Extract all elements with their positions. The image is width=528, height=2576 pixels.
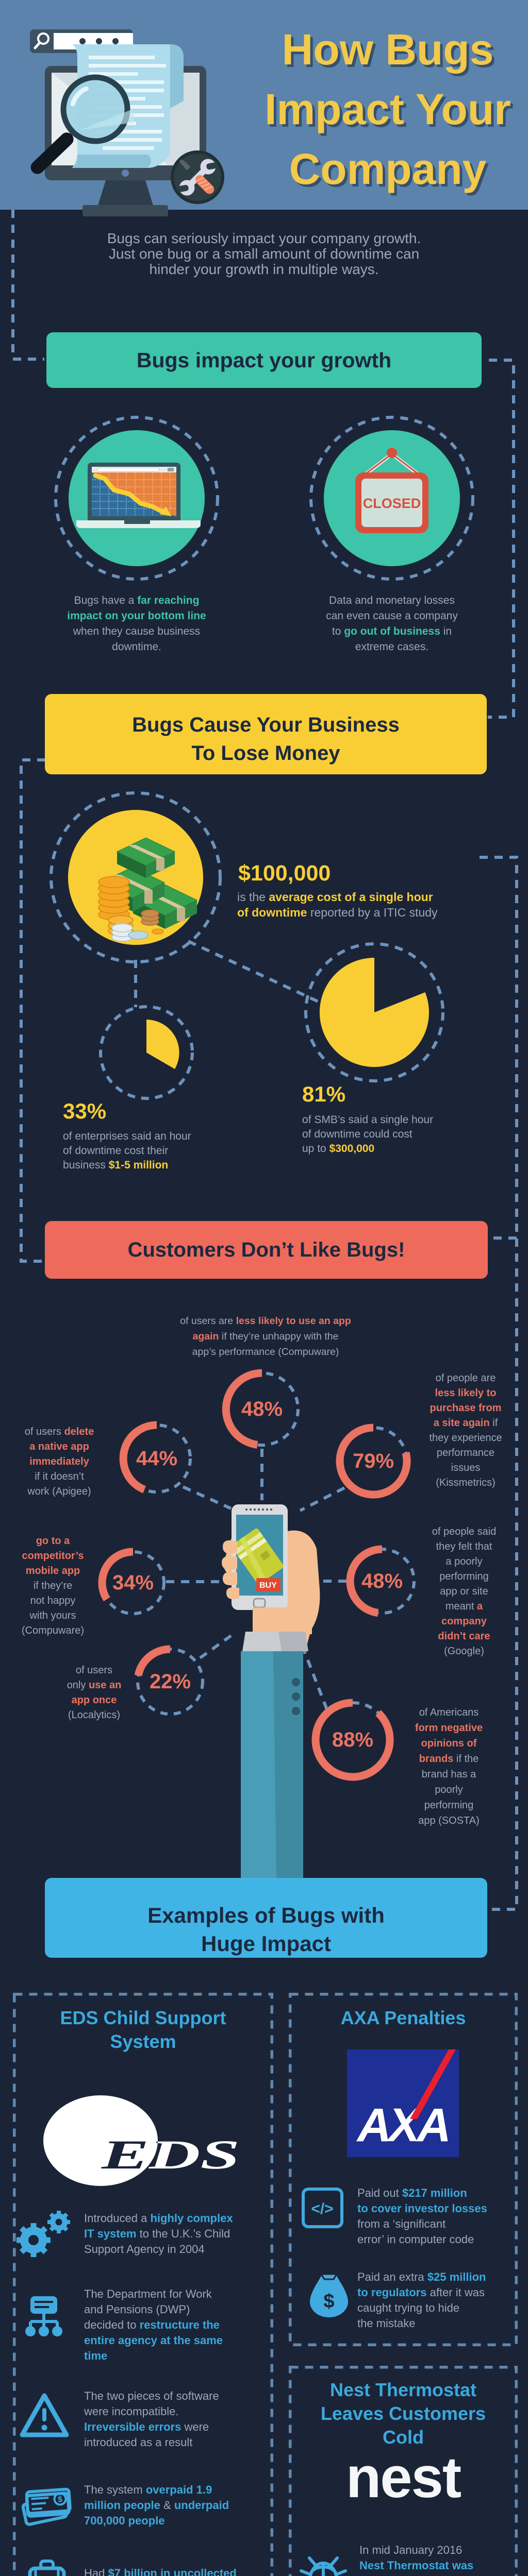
- svg-text:EDS: EDS: [101, 2132, 240, 2178]
- svg-text:48%: 48%: [241, 1398, 283, 1420]
- svg-text:$: $: [58, 2495, 63, 2504]
- svg-text:34%: 34%: [112, 1571, 154, 1594]
- svg-text:$: $: [323, 2291, 334, 2312]
- svg-text:BUY: BUY: [259, 1581, 277, 1590]
- svg-text:44%: 44%: [136, 1447, 177, 1470]
- svg-text:?: ?: [42, 2574, 52, 2576]
- svg-text:CLOSED: CLOSED: [363, 496, 421, 511]
- svg-text:79%: 79%: [353, 1450, 394, 1472]
- svg-text:88%: 88%: [332, 1728, 373, 1751]
- svg-text:</>: </>: [311, 2200, 333, 2217]
- svg-text:AXA: AXA: [356, 2099, 448, 2151]
- svg-text:48%: 48%: [361, 1570, 403, 1592]
- svg-text:22%: 22%: [150, 1670, 191, 1693]
